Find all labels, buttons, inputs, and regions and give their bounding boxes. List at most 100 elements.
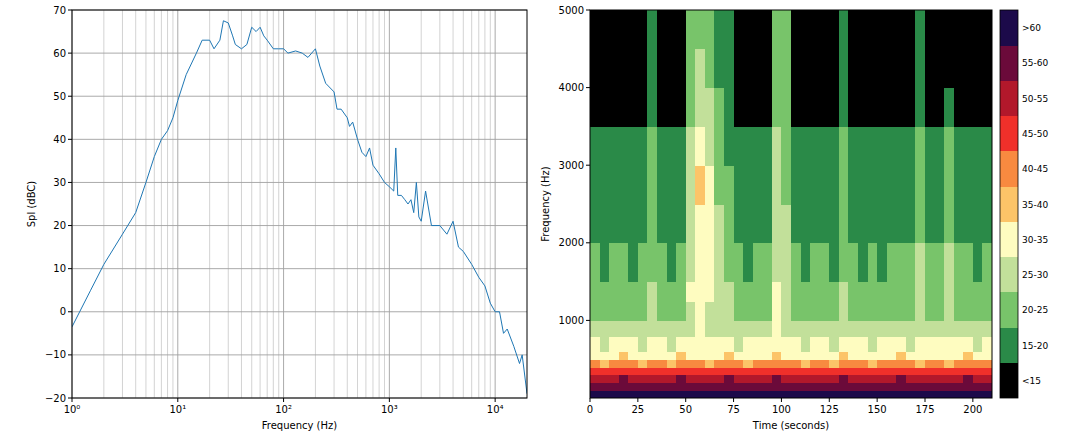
heatmap-cell — [686, 282, 696, 302]
heatmap-cell — [638, 320, 648, 336]
colorbar-frame — [1000, 10, 1018, 398]
grid-line — [72, 139, 527, 140]
heatmap-cell — [781, 375, 791, 383]
heatmap-cell — [829, 390, 839, 398]
heatmap-cell — [667, 336, 677, 352]
heatmap-cell — [686, 10, 696, 49]
heatmap-cell — [829, 359, 839, 367]
heatmap-cell — [590, 351, 600, 359]
heatmap-cell — [896, 367, 906, 375]
heatmap-cell — [686, 126, 696, 165]
heatmap-cell — [973, 126, 983, 165]
heatmap-cell — [839, 165, 849, 204]
heatmap-cell — [982, 367, 992, 375]
heatmap-cell — [734, 282, 744, 302]
colorbar-swatch — [1000, 327, 1018, 363]
heatmap-cell — [705, 390, 715, 398]
heatmap-cell — [887, 320, 897, 336]
heatmap-cell — [772, 88, 782, 127]
heatmap-cell — [848, 243, 858, 282]
x-tick-label: 0 — [587, 404, 593, 415]
heatmap-cell — [801, 301, 811, 321]
heatmap-cell — [734, 301, 744, 321]
x-tick — [685, 398, 686, 402]
heatmap-cell — [896, 320, 906, 336]
heatmap-cell — [705, 359, 715, 367]
y-tick — [68, 398, 72, 399]
heatmap-cell — [619, 336, 629, 352]
x-tick-label: 50 — [679, 404, 692, 415]
heatmap-cell — [896, 382, 906, 390]
heatmap-cell — [829, 320, 839, 336]
heatmap-cell — [944, 375, 954, 383]
colorbar-swatch — [1000, 116, 1018, 152]
heatmap-cell — [963, 375, 973, 383]
heatmap-cell — [877, 88, 887, 127]
heatmap-cell — [781, 282, 791, 302]
heatmap-cell — [915, 49, 925, 88]
heatmap-cell — [772, 375, 782, 383]
heatmap-cell — [705, 10, 715, 49]
heatmap-cell — [724, 10, 734, 49]
heatmap-cell — [858, 49, 868, 88]
heatmap-cell — [906, 336, 916, 352]
heatmap-cell — [676, 126, 686, 165]
heatmap-cell — [944, 10, 954, 49]
heatmap-cell — [724, 49, 734, 88]
heatmap-cell — [963, 351, 973, 359]
colorbar-label: 35-40 — [1022, 200, 1048, 210]
grid-line — [177, 10, 178, 398]
heatmap-cell — [676, 320, 686, 336]
heatmap-cell — [753, 88, 763, 127]
heatmap-cell — [762, 367, 772, 375]
heatmap-cell — [705, 88, 715, 127]
heatmap-cell — [724, 282, 734, 302]
heatmap-cell — [906, 49, 916, 88]
heatmap-cell — [647, 351, 657, 359]
heatmap-cell — [820, 320, 830, 336]
heatmap-cell — [915, 165, 925, 204]
heatmap-cell — [647, 367, 657, 375]
heatmap-cell — [686, 243, 696, 282]
heatmap-cell — [590, 320, 600, 336]
heatmap-cell — [609, 301, 619, 321]
heatmap-cell — [628, 282, 638, 302]
y-tick — [68, 311, 72, 312]
heatmap-cell — [906, 351, 916, 359]
heatmap-cell — [954, 88, 964, 127]
heatmap-cell — [963, 367, 973, 375]
y-tick-label: −20 — [45, 393, 66, 404]
heatmap-cell — [705, 165, 715, 204]
heatmap-cell — [600, 390, 610, 398]
heatmap-cell — [638, 336, 648, 352]
heatmap-cell — [714, 126, 724, 165]
heatmap-cell — [935, 243, 945, 282]
heatmap-cell — [963, 336, 973, 352]
heatmap-cell — [925, 204, 935, 243]
heatmap-cell — [762, 204, 772, 243]
heatmap-cell — [877, 320, 887, 336]
minor-grid-line — [154, 10, 155, 398]
heatmap-cell — [638, 10, 648, 49]
minor-grid-line — [421, 10, 422, 398]
heatmap-cell — [772, 359, 782, 367]
y-tick — [586, 10, 590, 11]
heatmap-cell — [714, 359, 724, 367]
heatmap-cell — [810, 165, 820, 204]
heatmap-cell — [877, 351, 887, 359]
y-tick-label: 0 — [60, 306, 66, 317]
heatmap-cell — [695, 351, 705, 359]
x-tick-label: 125 — [820, 404, 839, 415]
heatmap-cell — [868, 359, 878, 367]
heatmap-cell — [973, 301, 983, 321]
heatmap-cell — [791, 10, 801, 49]
heatmap-cell — [724, 165, 734, 204]
heatmap-cell — [858, 165, 868, 204]
heatmap-cell — [667, 88, 677, 127]
heatmap-cell — [906, 301, 916, 321]
heatmap-cell — [791, 49, 801, 88]
heatmap-cell — [686, 375, 696, 383]
heatmap-cell — [858, 282, 868, 302]
heatmap-cell — [982, 375, 992, 383]
heatmap-cell — [887, 390, 897, 398]
